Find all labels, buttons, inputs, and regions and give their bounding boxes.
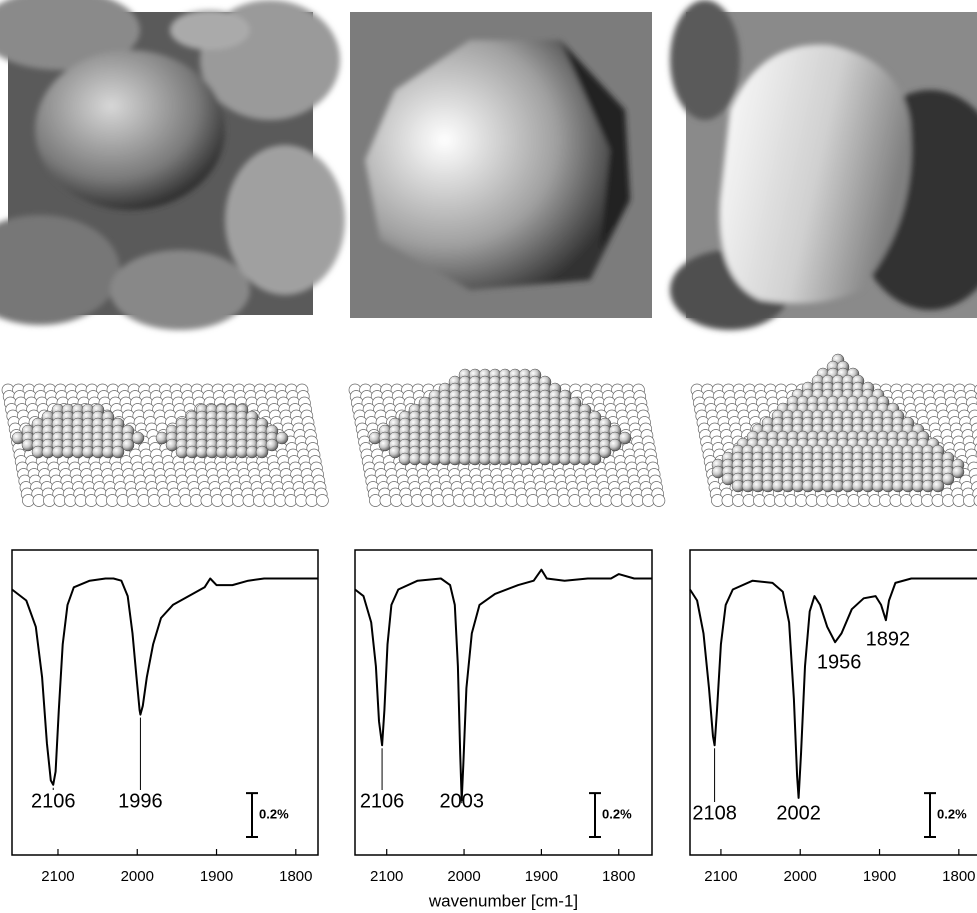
x-tick-label: 1900 [525, 868, 558, 885]
island-atom [255, 445, 269, 459]
island-atom [265, 438, 279, 452]
substrate-atom [316, 494, 329, 507]
peak-label: 2002 [776, 802, 821, 824]
stm-image-2 [350, 12, 652, 318]
scale-bar [924, 792, 936, 838]
island-atom [598, 445, 612, 459]
peak-label: 2106 [31, 790, 76, 812]
peak-label: 2003 [439, 790, 484, 812]
x-tick-label: 1800 [602, 868, 635, 885]
island-atom [275, 431, 289, 445]
x-tick-label: 1800 [942, 868, 975, 885]
x-tick-label: 2100 [370, 868, 403, 885]
substrate-atom [973, 494, 977, 507]
x-axis-label: wavenumber [cm-1] [428, 891, 578, 910]
island-atom [931, 479, 945, 493]
scale-bar-label: 0.2% [259, 806, 289, 821]
x-tick-label: 2100 [41, 868, 74, 885]
island-atom [951, 465, 965, 479]
substrate-atom [652, 494, 666, 507]
peak-label: 2106 [360, 790, 405, 812]
ball-models [1, 353, 977, 507]
scale-bar-label: 0.2% [937, 806, 967, 821]
x-tick-label: 2000 [784, 868, 817, 885]
plot-frame [11, 549, 319, 856]
scale-bar [589, 792, 601, 838]
spectrum-line [689, 577, 977, 799]
plot-frame [689, 549, 977, 856]
island-atom [588, 452, 602, 466]
scale-bar-label: 0.2% [602, 806, 632, 821]
x-tick-label: 1900 [200, 868, 233, 885]
island-atom [608, 438, 622, 452]
stm-image-3 [670, 0, 977, 330]
island-atom [111, 445, 125, 459]
scale-bar [246, 792, 258, 838]
peak-label: 1956 [817, 651, 862, 673]
plot-frame [354, 549, 653, 856]
peak-label: 1892 [866, 628, 911, 650]
spectrum-line [11, 577, 318, 786]
x-tick-label: 2000 [121, 868, 154, 885]
x-tick-label: 2000 [447, 868, 480, 885]
island-atom [618, 431, 632, 445]
spectra: 2100 2000 1900 1800 2106 1996 0.2% 2100 2000 1900… [11, 549, 977, 910]
island-atom [121, 438, 135, 452]
spectrum-line [354, 568, 652, 802]
peak-label: 2108 [692, 802, 737, 824]
x-tick-label: 1900 [863, 868, 896, 885]
peak-label: 1996 [118, 790, 163, 812]
x-tick-label: 1800 [279, 868, 312, 885]
island-atom [941, 472, 955, 486]
x-tick-label: 2100 [704, 868, 737, 885]
island-atom [131, 431, 145, 445]
stm-image-1 [0, 0, 345, 330]
